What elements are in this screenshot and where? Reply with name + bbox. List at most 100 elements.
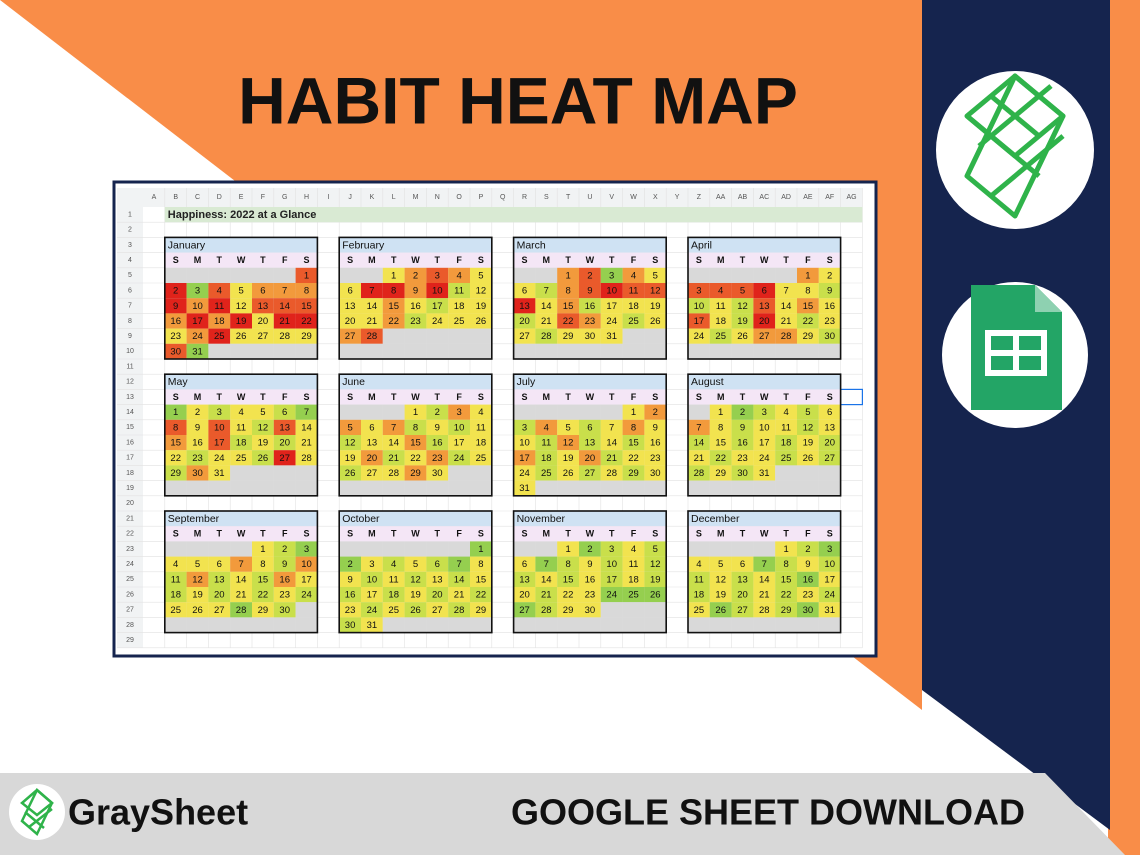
- day-number: 9: [587, 559, 592, 570]
- empty-cell: [753, 541, 776, 557]
- empty-cell: [164, 267, 187, 283]
- weekday-band: [513, 252, 667, 268]
- day-cell: [644, 435, 667, 451]
- day-number: 18: [781, 438, 792, 449]
- day-number: 3: [195, 286, 200, 297]
- day-number: 22: [563, 316, 574, 327]
- empty-cell: [339, 404, 361, 420]
- month-name: June: [342, 376, 365, 388]
- day-number: 14: [781, 301, 792, 312]
- empty-cell: [622, 328, 645, 344]
- day-number: 29: [563, 331, 574, 342]
- day-cell: [470, 556, 492, 572]
- weekday-label: M: [194, 392, 202, 402]
- day-cell: [470, 435, 492, 451]
- day-cell: [361, 419, 383, 435]
- day-number: 31: [367, 620, 378, 631]
- day-number: 6: [762, 286, 767, 297]
- day-cell: [731, 602, 754, 618]
- day-cell: [208, 571, 231, 587]
- day-number: 7: [696, 422, 701, 433]
- day-cell: [579, 602, 601, 618]
- empty-cell: [600, 602, 623, 618]
- weekday-label: M: [368, 392, 376, 402]
- weekday-band: [513, 526, 667, 542]
- day-number: 20: [737, 590, 748, 601]
- day-cell: [775, 450, 797, 466]
- day-cell: [644, 450, 667, 466]
- day-number: 9: [435, 422, 440, 433]
- weekday-label: F: [282, 255, 288, 265]
- day-number: 11: [476, 422, 486, 433]
- month-header: [164, 237, 318, 253]
- empty-cell: [382, 541, 405, 557]
- empty-cell: [818, 617, 841, 633]
- weekday-label: F: [282, 392, 288, 402]
- empty-cell: [164, 541, 187, 557]
- empty-cell: [818, 343, 841, 359]
- day-number: 19: [236, 316, 247, 327]
- empty-cell: [382, 328, 405, 344]
- day-number: 31: [519, 483, 530, 494]
- day-number: 24: [192, 331, 203, 342]
- row-number: 5: [128, 272, 132, 279]
- day-number: 16: [737, 438, 748, 449]
- month-name: March: [517, 239, 546, 251]
- day-number: 10: [301, 559, 312, 570]
- day-cell: [382, 298, 405, 314]
- day-cell: [295, 571, 318, 587]
- day-number: 8: [805, 286, 810, 297]
- day-number: 10: [606, 286, 617, 297]
- month-border: [512, 373, 667, 497]
- column-letter: M: [413, 194, 419, 201]
- day-number: 19: [258, 438, 269, 449]
- day-number: 16: [279, 574, 290, 585]
- empty-cell: [230, 465, 252, 481]
- day-number: 28: [454, 605, 465, 616]
- day-number: 27: [824, 453, 835, 464]
- empty-cell: [208, 267, 231, 283]
- row-number: 6: [128, 287, 132, 294]
- column-letter: C: [195, 194, 200, 201]
- day-number: 30: [585, 331, 596, 342]
- day-cell: [339, 465, 361, 481]
- day-cell: [273, 541, 296, 557]
- day-number: 8: [260, 559, 265, 570]
- day-cell: [382, 435, 405, 451]
- day-cell: [230, 328, 252, 344]
- weekday-label: F: [456, 529, 462, 539]
- day-number: 27: [214, 605, 225, 616]
- weekday-label: S: [827, 392, 833, 402]
- day-cell: [252, 587, 274, 603]
- month-header: [164, 374, 318, 390]
- day-cell: [688, 556, 710, 572]
- day-cell: [361, 283, 383, 299]
- day-cell: [600, 465, 623, 481]
- day-number: 19: [650, 574, 661, 585]
- weekday-label: S: [652, 392, 658, 402]
- day-cell: [579, 267, 601, 283]
- day-number: 10: [606, 559, 617, 570]
- day-cell: [579, 450, 601, 466]
- day-number: 28: [781, 331, 792, 342]
- day-cell: [644, 419, 667, 435]
- day-cell: [426, 587, 449, 603]
- day-cell: [644, 298, 667, 314]
- day-number: 29: [258, 605, 269, 616]
- day-number: 29: [628, 468, 639, 479]
- row-number: 27: [126, 607, 134, 614]
- empty-cell: [186, 267, 209, 283]
- weekday-label: S: [173, 255, 179, 265]
- empty-cell: [208, 343, 231, 359]
- day-cell: [557, 435, 579, 451]
- weekday-label: M: [368, 529, 376, 539]
- day-cell: [230, 313, 252, 329]
- day-number: 19: [192, 590, 203, 601]
- day-number: 2: [435, 407, 440, 418]
- day-cell: [230, 450, 252, 466]
- day-cell: [535, 556, 558, 572]
- day-cell: [818, 313, 841, 329]
- day-number: 19: [715, 590, 726, 601]
- day-number: 18: [694, 590, 705, 601]
- empty-cell: [644, 343, 667, 359]
